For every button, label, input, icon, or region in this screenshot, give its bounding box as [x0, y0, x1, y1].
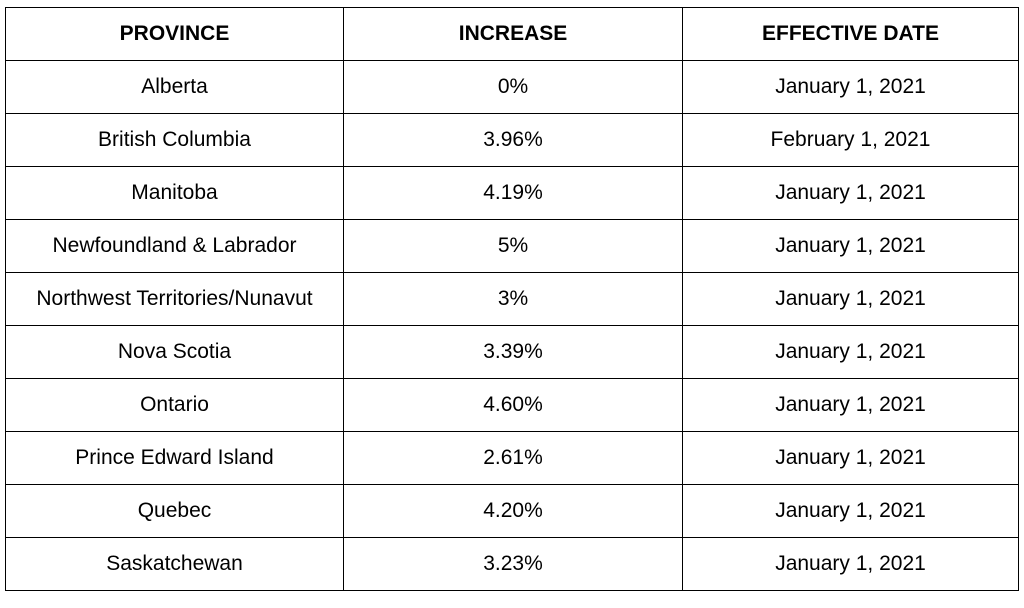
cell-increase: 4.60%	[343, 378, 683, 432]
cell-province: Manitoba	[5, 166, 344, 220]
cell-province: Alberta	[5, 60, 344, 114]
cell-province: Prince Edward Island	[5, 431, 344, 485]
table-row: Manitoba 4.19% January 1, 2021	[5, 166, 1019, 220]
cell-effective-date: January 1, 2021	[682, 537, 1019, 591]
cell-increase: 3.23%	[343, 537, 683, 591]
table-row: Quebec 4.20% January 1, 2021	[5, 484, 1019, 538]
cell-effective-date: January 1, 2021	[682, 325, 1019, 379]
cell-province: Quebec	[5, 484, 344, 538]
cell-increase: 4.19%	[343, 166, 683, 220]
cell-effective-date: January 1, 2021	[682, 60, 1019, 114]
table-row: Ontario 4.60% January 1, 2021	[5, 378, 1019, 432]
province-increase-table: PROVINCE INCREASE EFFECTIVE DATE Alberta…	[5, 7, 1019, 591]
cell-increase: 3.39%	[343, 325, 683, 379]
table-row: British Columbia 3.96% February 1, 2021	[5, 113, 1019, 167]
table-row: Northwest Territories/Nunavut 3% January…	[5, 272, 1019, 326]
cell-increase: 3.96%	[343, 113, 683, 167]
cell-province: Ontario	[5, 378, 344, 432]
cell-effective-date: January 1, 2021	[682, 484, 1019, 538]
table-row: Saskatchewan 3.23% January 1, 2021	[5, 537, 1019, 591]
cell-province: British Columbia	[5, 113, 344, 167]
cell-province: Newfoundland & Labrador	[5, 219, 344, 273]
cell-increase: 4.20%	[343, 484, 683, 538]
cell-increase: 0%	[343, 60, 683, 114]
table-container: PROVINCE INCREASE EFFECTIVE DATE Alberta…	[5, 7, 1019, 591]
cell-effective-date: January 1, 2021	[682, 431, 1019, 485]
table-row: Alberta 0% January 1, 2021	[5, 60, 1019, 114]
cell-increase: 2.61%	[343, 431, 683, 485]
cell-effective-date: February 1, 2021	[682, 113, 1019, 167]
header-increase: INCREASE	[343, 7, 683, 61]
cell-province: Saskatchewan	[5, 537, 344, 591]
table-row: Nova Scotia 3.39% January 1, 2021	[5, 325, 1019, 379]
table-row: Prince Edward Island 2.61% January 1, 20…	[5, 431, 1019, 485]
header-province: PROVINCE	[5, 7, 344, 61]
table-row: Newfoundland & Labrador 5% January 1, 20…	[5, 219, 1019, 273]
cell-effective-date: January 1, 2021	[682, 166, 1019, 220]
cell-effective-date: January 1, 2021	[682, 378, 1019, 432]
table-header-row: PROVINCE INCREASE EFFECTIVE DATE	[5, 7, 1019, 61]
cell-effective-date: January 1, 2021	[682, 219, 1019, 273]
cell-province: Nova Scotia	[5, 325, 344, 379]
cell-increase: 5%	[343, 219, 683, 273]
header-effective-date: EFFECTIVE DATE	[682, 7, 1019, 61]
cell-effective-date: January 1, 2021	[682, 272, 1019, 326]
cell-increase: 3%	[343, 272, 683, 326]
cell-province: Northwest Territories/Nunavut	[5, 272, 344, 326]
